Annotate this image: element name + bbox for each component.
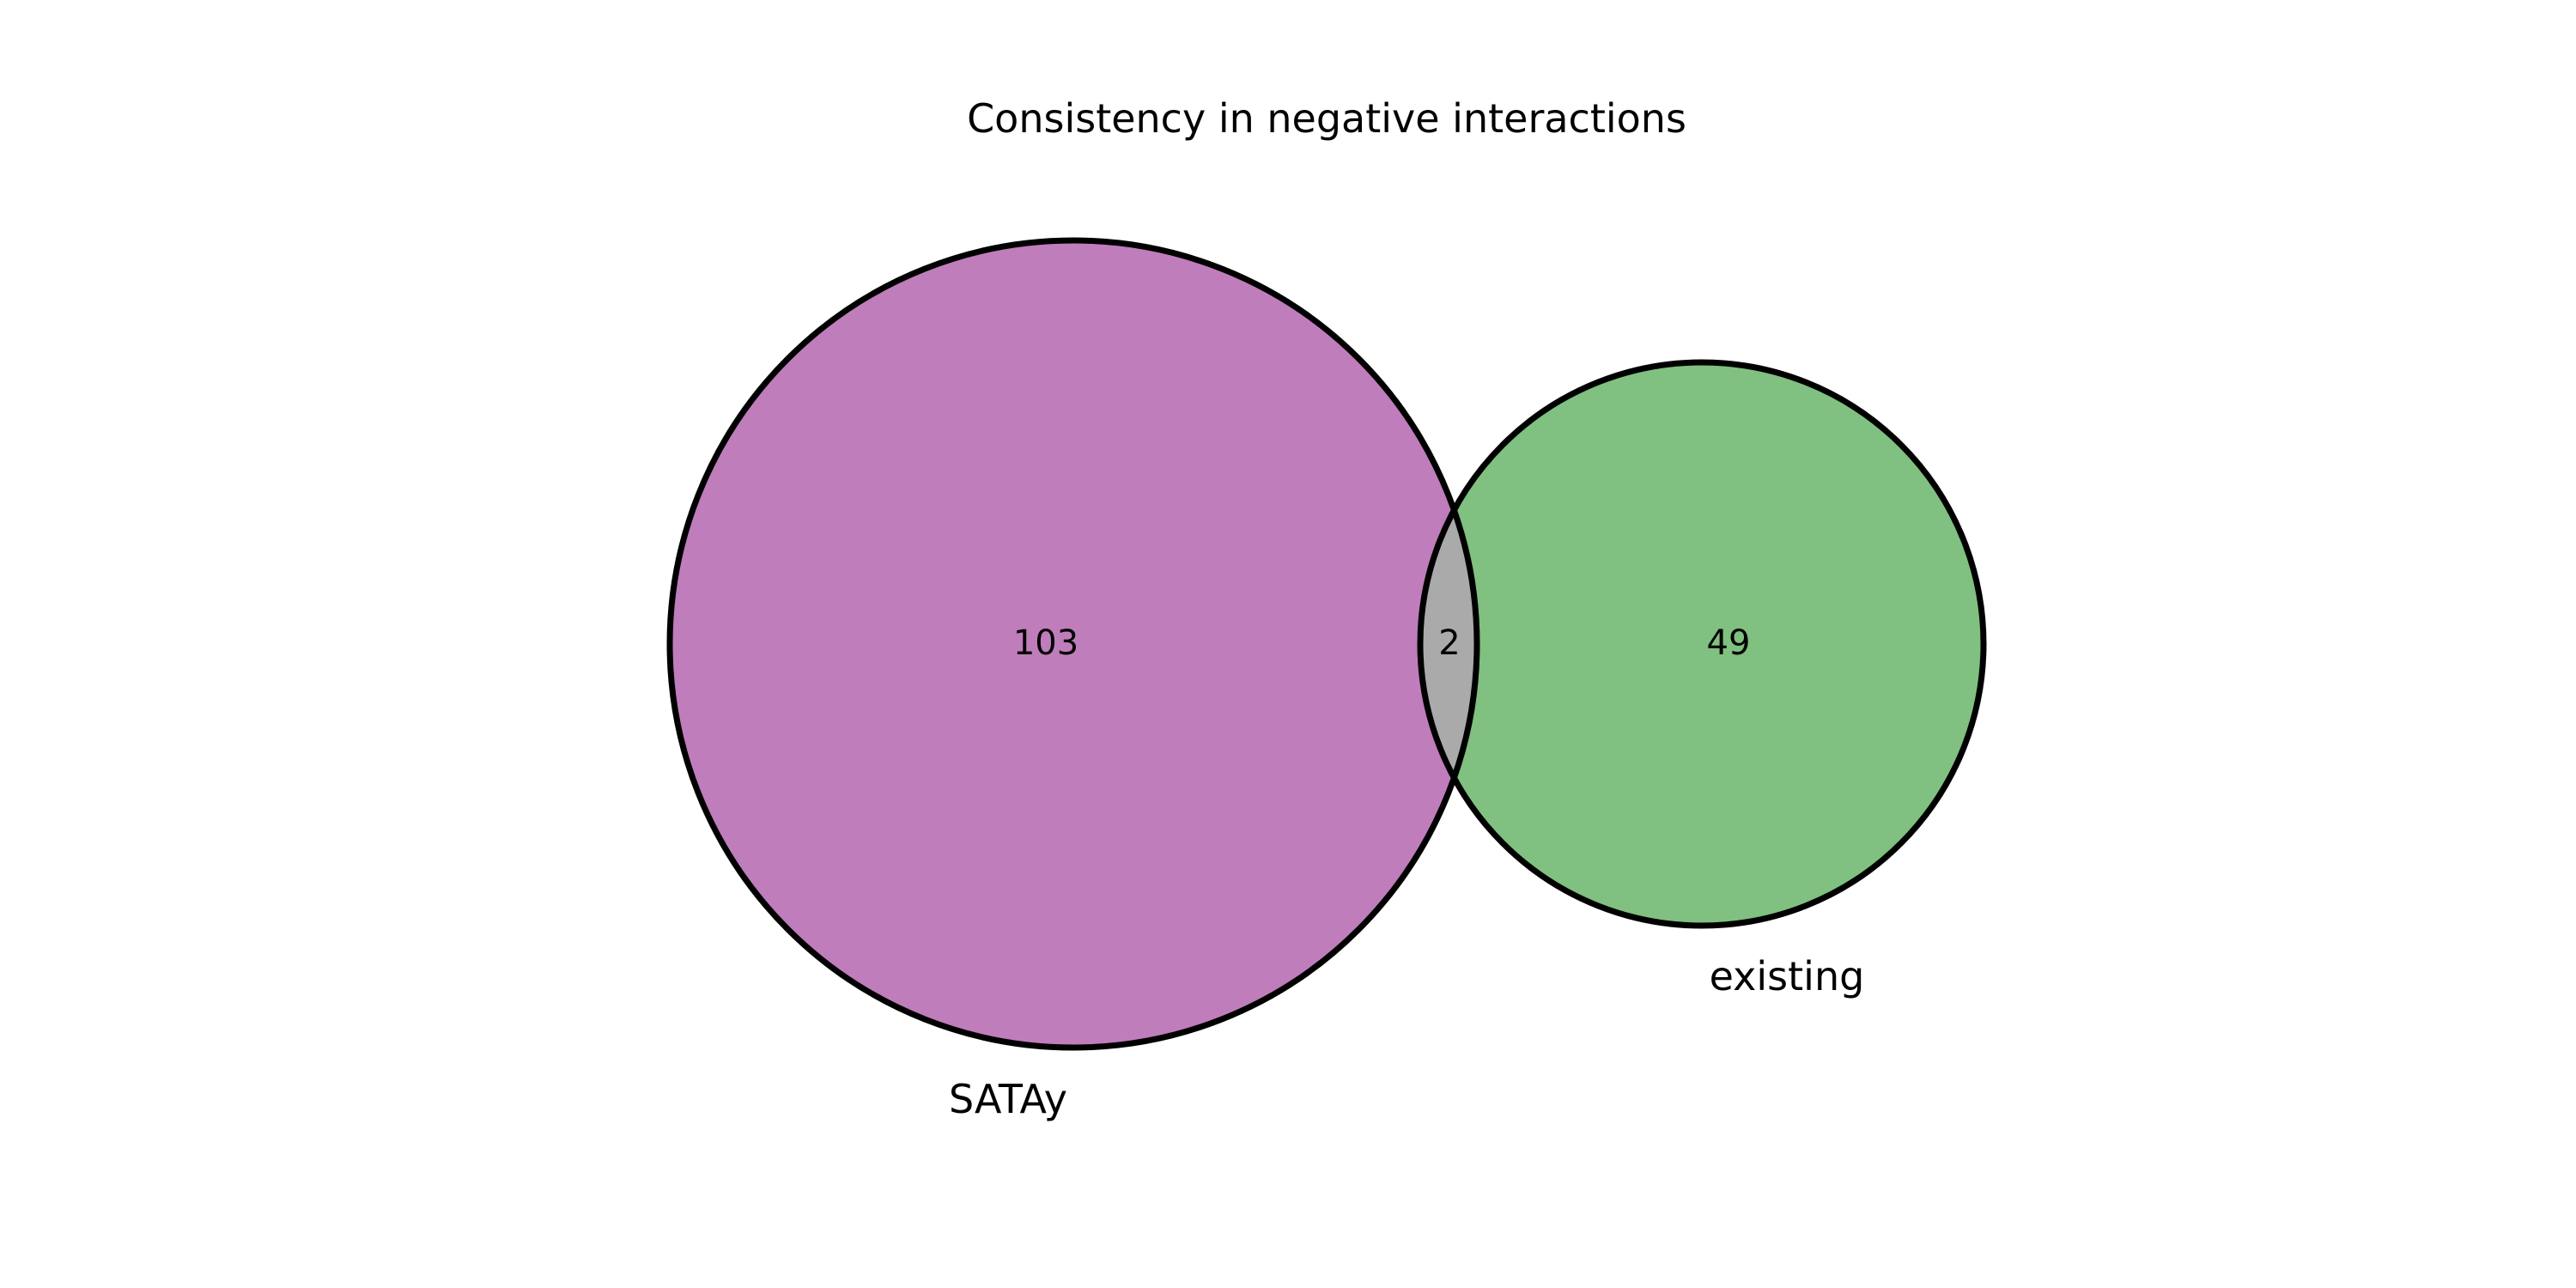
existing-only-count: 49 [1707, 623, 1751, 663]
satay-circle [670, 240, 1477, 1048]
existing-outline [1417, 359, 1987, 929]
satay-label: SATAy [949, 1076, 1067, 1122]
satay-outline [666, 237, 1480, 1051]
diagram-title: Consistency in negative interactions [967, 95, 1686, 142]
existing-label: existing [1710, 953, 1865, 999]
satay-only-count: 103 [1013, 623, 1078, 663]
intersection-count: 2 [1438, 623, 1460, 663]
existing-circle [1420, 362, 1984, 926]
